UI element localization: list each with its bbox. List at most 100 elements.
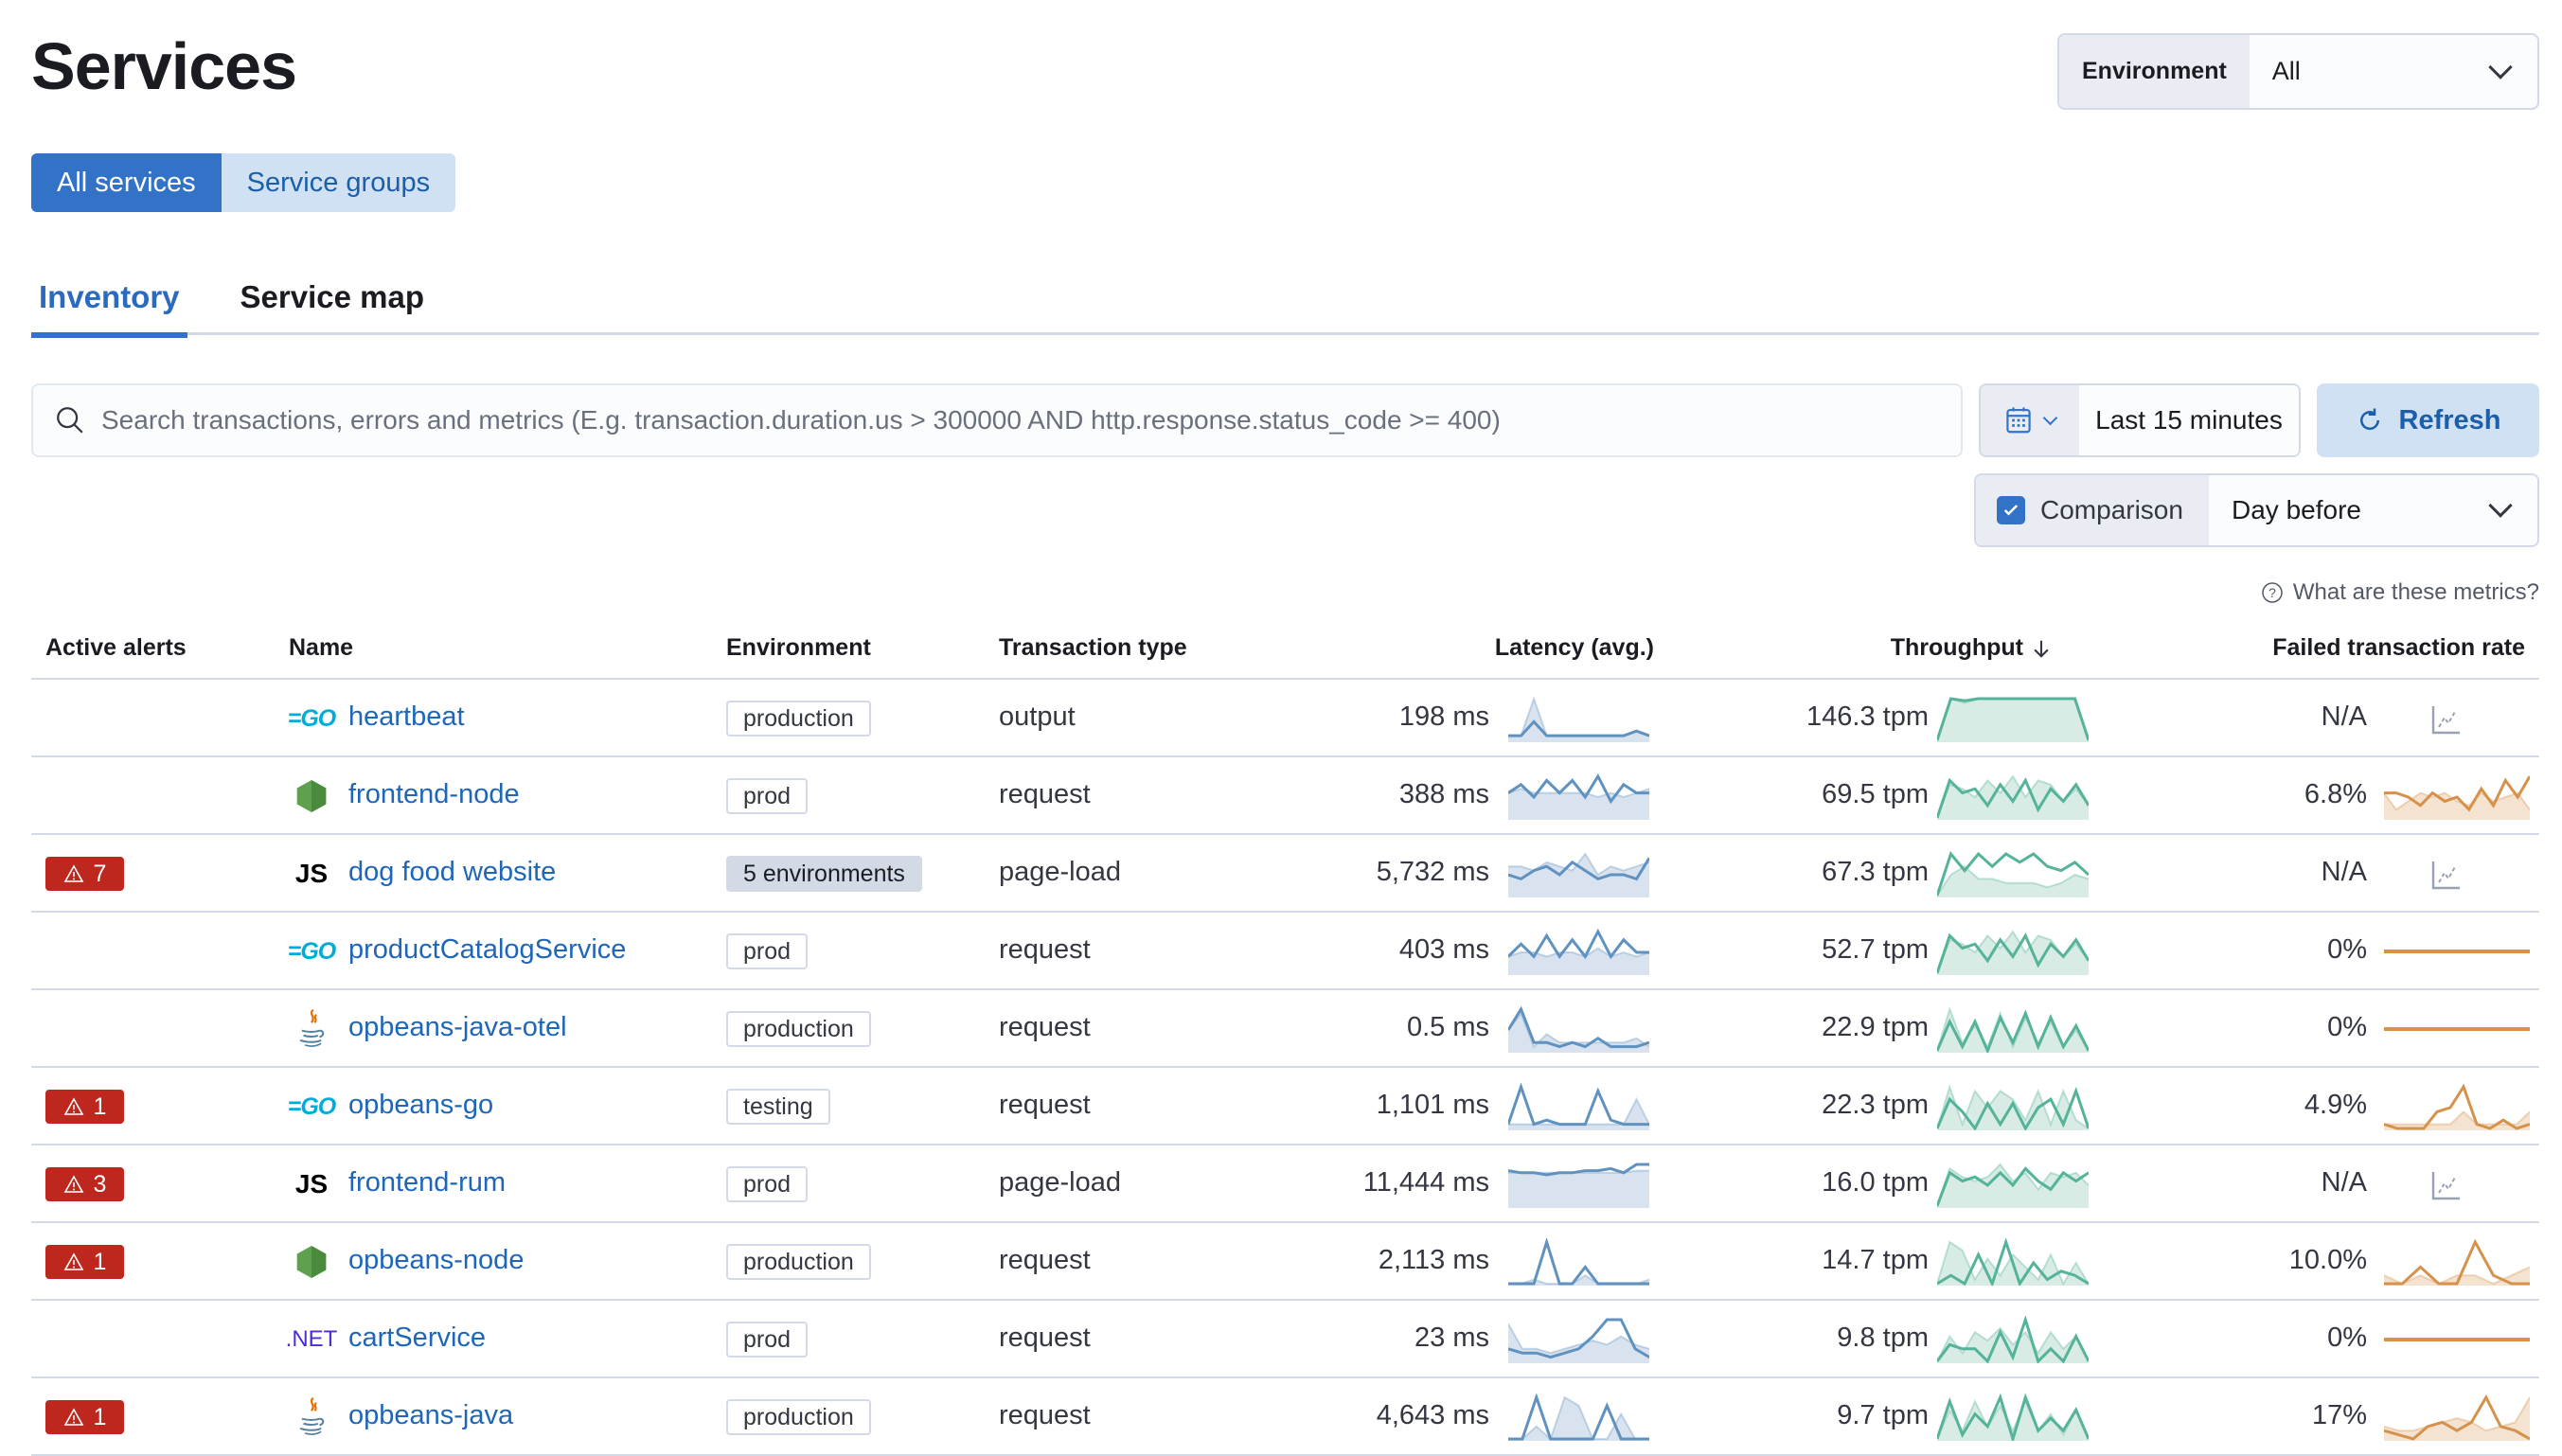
no-data-chart-icon xyxy=(2431,704,2462,742)
failed-rate-value: 10.0% xyxy=(2288,1245,2367,1275)
active-alerts-badge[interactable]: 1 xyxy=(45,1090,124,1124)
throughput-value: 69.5 tpm xyxy=(1822,779,1929,809)
header-environment[interactable]: Environment xyxy=(726,634,871,661)
metrics-help-link[interactable]: ? What are these metrics? xyxy=(2261,579,2539,606)
service-name-link[interactable]: frontend-rum xyxy=(348,1167,507,1198)
refresh-button[interactable]: Refresh xyxy=(2317,383,2539,457)
active-alerts-badge[interactable]: 1 xyxy=(45,1245,124,1279)
table-row: opbeans-java-otel production request 0.5 ms… xyxy=(31,990,2539,1068)
transaction-type: request xyxy=(999,779,1091,809)
header-latency[interactable]: Latency (avg.) xyxy=(1494,634,1654,661)
dotnet-agent-icon: .NET xyxy=(285,1326,338,1352)
series-line xyxy=(1508,1394,1649,1441)
warning-icon xyxy=(63,1408,83,1426)
java-agent-icon xyxy=(289,1395,334,1439)
service-name-link[interactable]: heartbeat xyxy=(348,701,465,732)
comparison-checkbox[interactable] xyxy=(1997,496,2025,524)
comparison-control: Comparison Day before xyxy=(1974,473,2539,547)
failed-rate-value: 17% xyxy=(2311,1400,2367,1430)
series-line xyxy=(2384,1238,2530,1286)
failed-rate-sparkline xyxy=(2384,950,2530,953)
series-line xyxy=(1508,1005,1649,1049)
header-failed-transaction-rate[interactable]: Failed transaction rate xyxy=(2272,634,2525,661)
sort-descending-icon xyxy=(2034,640,2049,658)
date-quick-menu-button[interactable] xyxy=(1981,385,2079,455)
environment-badge: production xyxy=(726,701,871,737)
table-row: frontend-node prod request 388 ms 69.5 tpm 6.… xyxy=(31,757,2539,835)
header-transaction-type[interactable]: Transaction type xyxy=(999,634,1187,661)
service-name-link[interactable]: opbeans-go xyxy=(348,1090,494,1120)
comparison-area xyxy=(1508,1099,1649,1130)
check-icon xyxy=(2003,505,2019,516)
service-name-link[interactable]: cartService xyxy=(348,1323,487,1353)
comparison-area xyxy=(1508,1170,1649,1208)
svg-text:?: ? xyxy=(2268,585,2276,600)
comparison-area xyxy=(1508,1397,1649,1441)
failed-rate-value: 6.8% xyxy=(2304,779,2367,809)
comparison-select[interactable]: Day before xyxy=(2209,475,2537,545)
tab-service-map[interactable]: Service map xyxy=(240,279,425,314)
transaction-type: output xyxy=(999,701,1076,732)
throughput-value: 16.0 tpm xyxy=(1822,1167,1929,1198)
transaction-type: request xyxy=(999,1245,1091,1275)
service-name-link[interactable]: frontend-node xyxy=(348,779,520,809)
comparison-line xyxy=(1937,1163,2089,1207)
tab-inventory[interactable]: Inventory xyxy=(31,275,187,338)
series-line xyxy=(1508,1318,1649,1359)
series-line xyxy=(1508,1238,1649,1286)
search-input[interactable] xyxy=(101,405,1961,435)
comparison-line xyxy=(1508,947,1649,958)
node-agent-icon xyxy=(289,774,334,818)
latency-sparkline xyxy=(1508,852,1649,897)
comparison-area xyxy=(1508,854,1649,897)
comparison-area xyxy=(1937,1087,2089,1130)
all-services-button[interactable]: All services xyxy=(31,153,222,212)
series-line xyxy=(1508,719,1649,737)
series-line xyxy=(2384,1394,2530,1441)
series-line xyxy=(1508,1163,1649,1177)
service-name-link[interactable]: opbeans-node xyxy=(348,1245,525,1275)
throughput-value: 67.3 tpm xyxy=(1822,857,1929,887)
latency-value: 2,113 ms xyxy=(1378,1245,1489,1275)
service-name-link[interactable]: opbeans-java-otel xyxy=(348,1012,567,1042)
comparison-line xyxy=(1508,1011,1649,1049)
series-line xyxy=(1508,1083,1649,1127)
latency-sparkline xyxy=(1508,1083,1649,1130)
header-name[interactable]: Name xyxy=(289,634,354,661)
comparison-area xyxy=(1937,699,2089,742)
throughput-value: 22.9 tpm xyxy=(1822,1012,1929,1042)
throughput-sparkline xyxy=(1937,697,2089,742)
series-line xyxy=(1937,850,2089,897)
js-agent-icon: JS xyxy=(294,859,329,888)
service-name-link[interactable]: productCatalogService xyxy=(348,934,627,965)
service-name-link[interactable]: dog food website xyxy=(348,857,557,887)
view-button-group: All services Service groups xyxy=(31,153,456,212)
header-active-alerts[interactable]: Active alerts xyxy=(45,634,187,661)
header-throughput[interactable]: Throughput xyxy=(1891,634,2052,662)
warning-icon xyxy=(63,1175,83,1193)
time-range[interactable]: Last 15 minutes xyxy=(2079,385,2299,455)
service-groups-button[interactable]: Service groups xyxy=(221,153,456,212)
active-alerts-badge[interactable]: 1 xyxy=(45,1400,124,1434)
active-alerts-badge[interactable]: 7 xyxy=(45,857,124,891)
environment-select[interactable]: Environment All xyxy=(2057,33,2539,110)
comparison-line xyxy=(1508,852,1649,877)
table-row: .NET cartService prod request 23 ms 9.8 tpm 0% xyxy=(31,1301,2539,1378)
series-line xyxy=(1937,1316,2089,1363)
warning-icon xyxy=(63,1252,83,1270)
table-row: 7 JS dog food website 5 environments page-lo… xyxy=(31,835,2539,913)
comparison-value: Day before xyxy=(2232,495,2361,524)
latency-value: 388 ms xyxy=(1398,779,1489,809)
service-name-link[interactable]: opbeans-java xyxy=(348,1400,514,1430)
throughput-sparkline xyxy=(1937,1083,2089,1130)
latency-value: 11,444 ms xyxy=(1362,1167,1489,1198)
failed-rate-value: 0% xyxy=(2327,1012,2367,1042)
transaction-type: page-load xyxy=(999,857,1121,887)
active-alerts-badge[interactable]: 3 xyxy=(45,1167,124,1201)
comparison-line xyxy=(1937,1398,2089,1440)
series-line xyxy=(1508,772,1649,805)
table-row: 1 =GO opbeans-go testing request 1,101 ms 22.3… xyxy=(31,1068,2539,1145)
transaction-type: request xyxy=(999,1400,1091,1430)
date-picker[interactable]: Last 15 minutes xyxy=(1979,383,2301,457)
comparison-area xyxy=(2384,1397,2530,1441)
